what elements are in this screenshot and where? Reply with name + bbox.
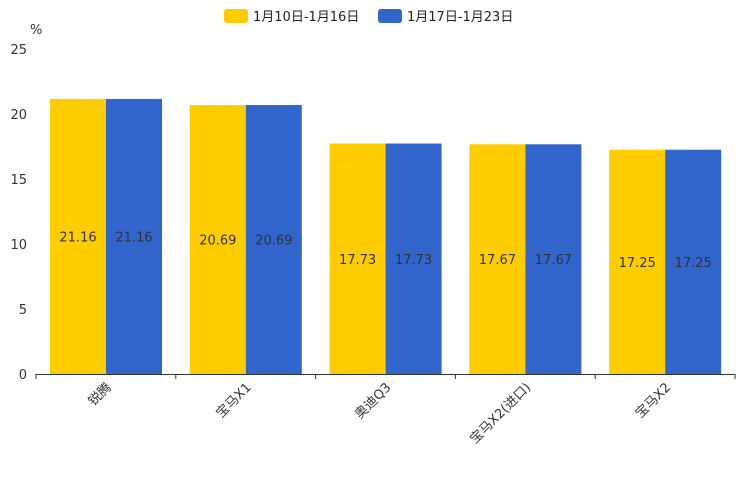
y-tick-label: 10 <box>10 238 27 253</box>
bar-2 <box>385 143 442 374</box>
bar-value-label: 21.16 <box>115 230 152 245</box>
bar-value-label: 17.73 <box>339 253 376 268</box>
y-tick-label: 25 <box>10 43 27 58</box>
bar-1 <box>189 105 246 374</box>
bar-1 <box>50 98 106 375</box>
y-tick-label: 15 <box>10 173 27 188</box>
bar-1 <box>329 143 386 374</box>
legend: 1月10日-1月16日 1月17日-1月23日 <box>224 9 513 25</box>
bar-value-label: 17.67 <box>535 253 572 268</box>
bar-2 <box>525 144 582 374</box>
legend-label: 1月17日-1月23日 <box>407 10 513 25</box>
bar-2 <box>665 149 722 374</box>
bar-value-label: 20.69 <box>255 234 292 249</box>
x-tick-label: 宝马X2(进口) <box>468 380 535 447</box>
bar-1 <box>609 149 666 374</box>
bar-value-label: 20.69 <box>199 234 236 249</box>
bar-value-label: 17.25 <box>619 256 656 271</box>
bar-value-label: 17.67 <box>479 253 516 268</box>
bar-1 <box>469 144 526 374</box>
legend-label: 1月10日-1月16日 <box>253 10 359 25</box>
bar-value-label: 21.16 <box>59 230 96 245</box>
x-axis: 锐腾 宝马X1 奥迪Q3 宝马X2(进口) 宝马X2 <box>35 374 736 447</box>
legend-swatch <box>224 9 248 23</box>
bar-2 <box>245 105 302 374</box>
y-axis: 0 5 10 15 20 25 <box>10 43 27 383</box>
bar-value-label: 17.25 <box>675 256 712 271</box>
bar-value-label: 17.73 <box>395 253 432 268</box>
x-tick-label: 奥迪Q3 <box>352 380 394 422</box>
x-tick-label: 宝马X1 <box>213 380 254 421</box>
x-tick-label: 锐腾 <box>85 380 115 410</box>
y-tick-label: 5 <box>19 303 27 318</box>
y-tick-label: 0 <box>19 368 27 383</box>
bars: 21.16 21.16 20.69 20.69 17.73 17.73 17.67 17.67… <box>50 98 722 375</box>
bar-2 <box>106 98 162 375</box>
x-tick-label: 宝马X2 <box>633 380 674 421</box>
y-tick-label: 20 <box>10 108 27 123</box>
y-axis-unit-label: % <box>30 23 42 38</box>
legend-swatch <box>378 9 402 23</box>
